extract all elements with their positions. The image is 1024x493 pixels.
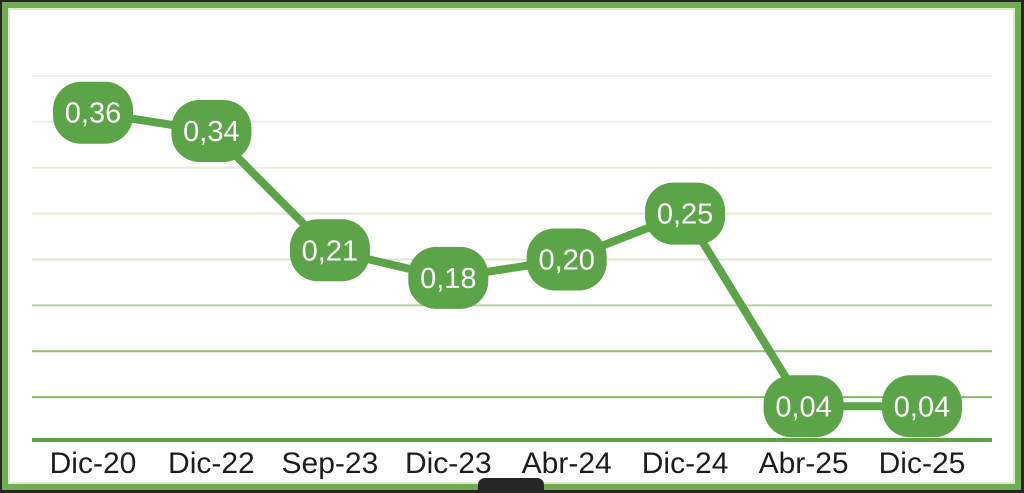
x-axis-tick-label: Dic-24 [642,447,729,480]
data-point-value-label: 0,20 [538,245,594,277]
data-point-value-label: 0,25 [657,199,713,231]
x-axis-tick-label: Abr-24 [522,447,612,480]
x-axis-tick-label: Dic-23 [405,447,492,480]
data-point-bubble[interactable] [763,375,844,438]
x-axis-tick-label: Dic-25 [879,447,966,480]
data-point-bubble[interactable] [53,81,133,144]
data-point-value-label: 0,04 [775,391,831,423]
data-point-value-label: 0,21 [302,235,358,267]
data-point-bubble[interactable] [645,182,726,245]
x-axis-tick-label: Abr-25 [759,447,849,480]
data-point-value-label: 0,34 [183,116,239,148]
bottom-notch-handle[interactable] [478,478,544,493]
data-point-bubble[interactable] [526,228,607,291]
data-point-bubble[interactable] [408,246,489,309]
data-point-value-label: 0,18 [420,263,476,295]
x-axis-tick-label: Dic-22 [168,447,255,480]
data-point-value-label: 0,36 [65,98,121,130]
data-point-bubble[interactable] [882,375,962,438]
data-point-value-label: 0,04 [894,391,950,423]
x-axis-tick-label: Sep-23 [282,447,379,480]
data-point-bubble[interactable] [171,100,252,162]
data-point-bubble[interactable] [289,219,370,282]
x-axis-tick-label: Dic-20 [50,447,137,480]
